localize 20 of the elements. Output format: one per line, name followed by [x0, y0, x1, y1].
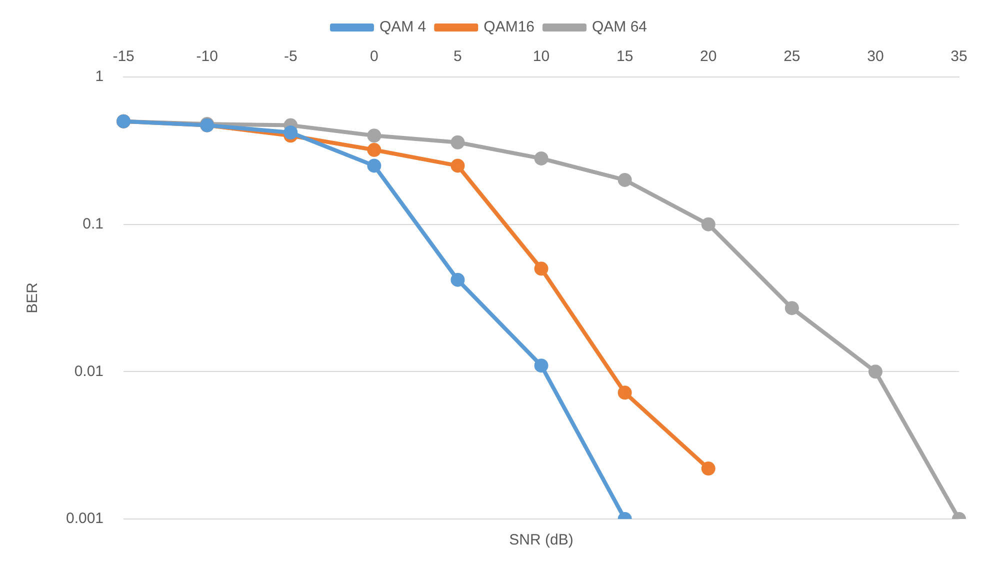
y-tick-label: 0.1	[82, 215, 104, 232]
x-tick-label: 20	[700, 48, 717, 66]
legend-label: QAM 4	[379, 18, 426, 36]
legend-label: QAM 64	[592, 18, 648, 36]
x-tick-label: 10	[532, 48, 550, 66]
x-tick-label: 25	[784, 48, 800, 66]
x-tick-label: 5	[454, 48, 462, 66]
x-tick-label: 0	[370, 48, 378, 66]
y-tick-label: 0.001	[66, 510, 104, 528]
x-tick-label: -5	[284, 48, 298, 66]
x-tick-label: 35	[950, 48, 968, 66]
x-tick-label: 15	[616, 48, 634, 66]
x-tick-label: 30	[867, 48, 884, 66]
x-tick-label: -15	[112, 48, 134, 66]
y-tick-label: 1	[95, 68, 104, 86]
x-axis-title: SNR (dB)	[509, 532, 574, 549]
legend-label: QAM16	[484, 18, 535, 36]
y-tick-label: 0.01	[74, 362, 104, 380]
x-tick-label: -10	[196, 48, 218, 66]
y-axis-title: BER	[24, 282, 42, 314]
